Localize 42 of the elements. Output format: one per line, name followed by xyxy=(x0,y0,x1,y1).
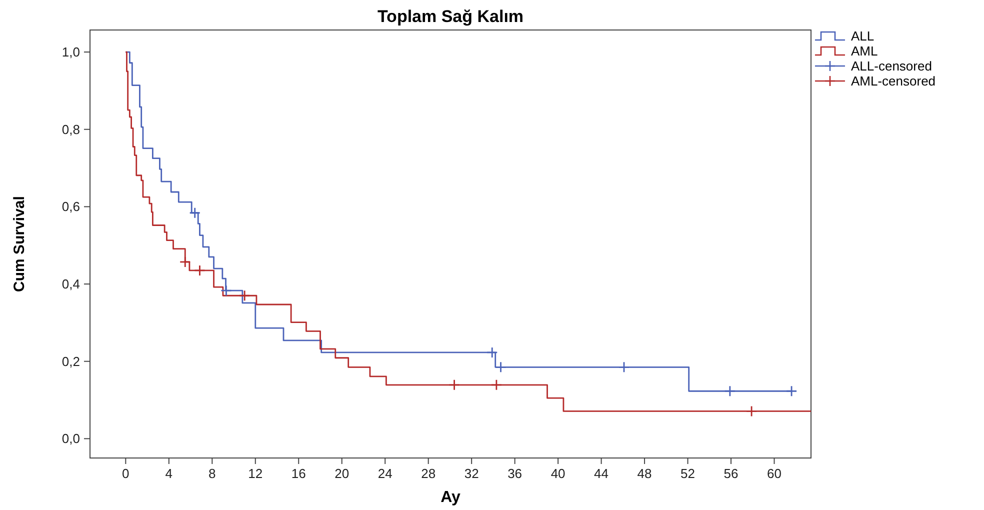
x-tick-label: 16 xyxy=(291,466,306,481)
y-tick-label: 0,0 xyxy=(62,431,80,446)
x-tick-label: 44 xyxy=(594,466,609,481)
point xyxy=(179,256,191,268)
point xyxy=(746,406,758,417)
y-tick-label: 0,4 xyxy=(62,276,80,292)
point xyxy=(495,361,506,373)
x-tick-label: 60 xyxy=(767,466,782,481)
x-tick-label: 52 xyxy=(680,466,696,481)
point xyxy=(486,346,498,358)
point xyxy=(724,385,736,397)
point xyxy=(194,264,206,276)
y-tick-label: 0,6 xyxy=(62,199,80,214)
y-axis-title: Cum Survival xyxy=(11,196,28,292)
legend-label: ALL-censored xyxy=(851,58,932,74)
x-tick-label: 28 xyxy=(421,466,436,481)
x-tick-label: 24 xyxy=(378,466,392,481)
x-tick-label: 48 xyxy=(637,466,652,481)
x-tick-label: 20 xyxy=(334,466,350,481)
x-tick-label: 56 xyxy=(724,466,738,481)
x-tick-label: 8 xyxy=(208,466,216,481)
point xyxy=(220,284,232,296)
y-tick-label: 1,0 xyxy=(62,44,80,60)
point xyxy=(618,361,630,373)
point xyxy=(490,379,502,391)
point xyxy=(786,385,798,397)
x-tick-label: 4 xyxy=(165,466,173,481)
legend-label: AML-censored xyxy=(851,74,936,89)
chart-title: Toplam Sağ Kalım xyxy=(377,7,524,26)
legend-label: ALL xyxy=(851,28,874,44)
x-tick-label: 36 xyxy=(508,466,522,481)
y-tick-label: 0,2 xyxy=(62,354,80,369)
x-axis-title: Ay xyxy=(440,489,461,506)
point xyxy=(238,290,250,302)
legend-label: AML xyxy=(851,44,878,59)
point xyxy=(189,207,201,219)
x-tick-label: 0 xyxy=(122,466,130,481)
x-tick-label: 32 xyxy=(464,466,479,481)
x-tick-label: 40 xyxy=(550,466,566,481)
point xyxy=(448,379,460,391)
x-tick-label: 12 xyxy=(248,466,263,481)
y-tick-label: 0,8 xyxy=(62,122,80,137)
